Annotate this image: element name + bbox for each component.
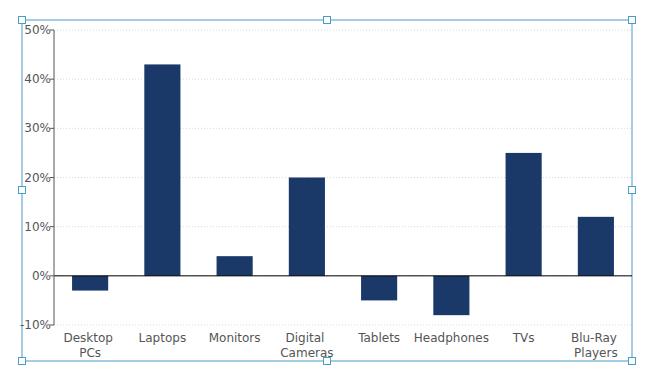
selection-handle bbox=[629, 187, 636, 194]
bar bbox=[506, 153, 542, 276]
category-label: Headphones bbox=[414, 331, 489, 345]
bar bbox=[144, 64, 180, 275]
selection-handle bbox=[629, 17, 636, 24]
bar bbox=[361, 276, 397, 301]
tick-label: 30% bbox=[24, 121, 51, 135]
selection-handle bbox=[629, 358, 636, 365]
selection-handle bbox=[324, 17, 331, 24]
zero-line bbox=[54, 275, 632, 276]
category-label-line: Cameras bbox=[280, 346, 333, 360]
tick-label: 0% bbox=[32, 269, 51, 283]
grid-line bbox=[54, 79, 632, 80]
category-label: Laptops bbox=[139, 331, 187, 345]
tick-label: 20% bbox=[24, 171, 51, 185]
tick-label: -10% bbox=[20, 318, 51, 332]
category-label-line: Desktop bbox=[63, 331, 116, 345]
y-axis bbox=[54, 30, 55, 325]
grid-line bbox=[54, 30, 632, 31]
grid-line bbox=[54, 128, 632, 129]
category-label: TVs bbox=[512, 331, 535, 345]
category-label: Digital Cameras bbox=[280, 331, 333, 360]
category-label: Desktop PCs bbox=[63, 331, 116, 360]
tick-label: 50% bbox=[24, 23, 51, 37]
selection-frame bbox=[22, 20, 632, 361]
bar bbox=[433, 276, 469, 315]
selection-handle bbox=[19, 187, 26, 194]
category-label-line: PCs bbox=[79, 346, 101, 360]
bar bbox=[72, 276, 108, 291]
tick-label: 40% bbox=[24, 72, 51, 86]
category-label: Monitors bbox=[209, 331, 261, 345]
grid-line bbox=[54, 226, 632, 227]
grid-line bbox=[54, 275, 632, 276]
grid-line bbox=[54, 325, 632, 326]
category-label-line: Blu-Ray bbox=[571, 331, 621, 345]
bar bbox=[217, 256, 253, 276]
category-label-line: Players bbox=[574, 346, 618, 360]
category-label: Tablets bbox=[357, 331, 400, 345]
bar bbox=[578, 217, 614, 276]
selection-handle bbox=[19, 358, 26, 365]
chart: -10% 0% 10% 20% 30% 40% 50% Desktop PCs Laptops M… bbox=[0, 0, 655, 382]
bar bbox=[289, 178, 325, 276]
tick-label: 10% bbox=[24, 220, 51, 234]
category-label: Blu-Ray Players bbox=[571, 331, 621, 360]
grid-line bbox=[54, 177, 632, 178]
bars bbox=[72, 64, 614, 315]
category-label-line: Digital bbox=[286, 331, 329, 345]
